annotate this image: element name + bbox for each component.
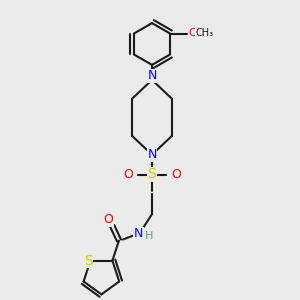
Text: O: O — [123, 168, 133, 181]
Text: O: O — [103, 213, 113, 226]
Text: H: H — [145, 231, 153, 241]
Text: S: S — [148, 167, 156, 182]
Text: N: N — [147, 148, 157, 161]
Text: O: O — [189, 28, 197, 38]
Text: O: O — [171, 168, 181, 181]
Text: N: N — [147, 69, 157, 82]
Text: CH₃: CH₃ — [196, 28, 214, 38]
Text: S: S — [84, 254, 93, 268]
Text: N: N — [134, 227, 143, 240]
